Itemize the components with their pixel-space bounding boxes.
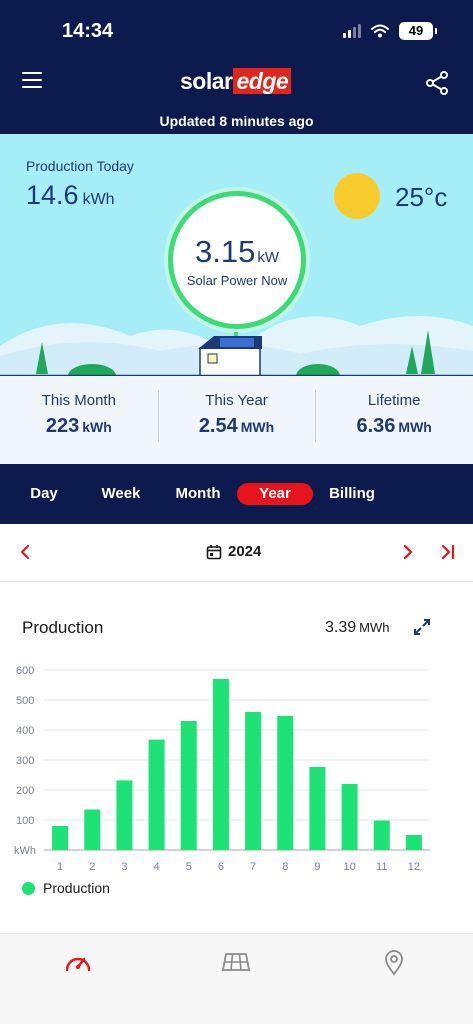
production-today-unit: kWh [82,191,115,208]
stat-number: 223 [45,415,80,437]
stat-value: 6.36 MWh [315,415,473,438]
y-tick-label: 100 [16,815,34,827]
dashboard-gauge-icon[interactable] [63,948,93,976]
x-tick-label: 10 [343,861,355,873]
stat-unit: kWh [82,419,112,435]
bottom-navigation [0,933,473,1024]
menu-button[interactable] [22,72,42,90]
stat-number: 6.36 [356,415,396,437]
power-now-value: 3.15 kW [173,234,301,270]
x-tick-label: 1 [57,861,63,873]
x-tick-label: 12 [408,861,420,873]
production-today-number: 14.6 [26,180,79,210]
status-time: 14:34 [62,20,114,42]
y-tick-label: 600 [16,665,34,677]
chart-legend[interactable]: Production [22,880,110,896]
x-tick-label: 9 [314,861,320,873]
x-tick-label: 6 [218,861,224,873]
energy-summary: This Month 223 kWh This Year 2.54 MWh Life… [0,376,473,464]
production-chart-card: Production 3.39 MWh 100 200 300 400 500 600 kWh… [0,583,473,933]
power-now-unit: kW [257,249,279,266]
chart-title: Production [22,618,104,637]
stat-number: 2.54 [198,415,238,437]
power-now-label: Solar Power Now [186,273,288,288]
cellular-signal-icon [343,24,361,38]
landscape-illustration [0,316,473,376]
bar-month-2 [84,809,101,850]
chart-total-unit: MWh [359,620,390,635]
period-year: 2024 [228,543,262,560]
y-tick-label: 400 [16,725,34,737]
solaredge-logo: solar edge [180,68,292,95]
x-tick-label: 8 [282,861,288,873]
bar-month-5 [180,721,197,850]
period-tabs: Day Week Month Year Billing [0,464,473,524]
skip-to-end-icon[interactable] [440,544,456,560]
legend-label: Production [43,880,110,896]
x-tick-label: 5 [186,861,192,873]
tab-billing[interactable]: Billing [329,485,375,502]
chevron-right-icon[interactable] [400,544,416,560]
updated-status: Updated 8 minutes ago [159,113,314,129]
app-header: 14:34 49 solar edge Updated 8 minutes ago [0,0,473,134]
stat-unit: MWh [240,419,275,435]
tab-year[interactable]: Year [237,483,313,505]
tab-week[interactable]: Week [101,485,141,502]
y-tick-label: 500 [16,695,34,707]
period-picker[interactable]: 2024 [206,543,261,560]
chevron-left-icon[interactable] [17,544,33,560]
y-tick-label: 200 [16,785,34,797]
x-tick-label: 2 [89,861,95,873]
sun-icon [334,173,380,219]
site-overview-hero: Production Today 14.6 kWh 25°c 3.15 kW Sol… [0,134,473,376]
logo-solar: solar [180,68,233,94]
y-axis-label: kWh [14,845,36,857]
chart-total: 3.39 MWh [325,619,389,637]
stat-label: Lifetime [367,392,421,409]
bar-month-6 [212,679,229,850]
stat-this-year: This Year 2.54 MWh [157,376,316,464]
temperature: 25°c [395,182,448,212]
bar-month-7 [245,712,262,850]
bar-month-10 [341,784,358,850]
bar-month-9 [309,766,326,850]
x-tick-label: 7 [250,861,256,873]
stat-value: 2.54 MWh [158,415,316,438]
chart-total-number: 3.39 [325,619,357,636]
solar-power-now-gauge[interactable]: 3.15 kW Solar Power Now [168,191,306,329]
wifi-icon [371,24,389,38]
bar-month-3 [116,780,133,850]
bar-month-12 [405,835,422,850]
bar-month-11 [373,820,390,850]
period-navigator: 2024 [0,524,473,582]
stat-lifetime: Lifetime 6.36 MWh [315,376,473,464]
production-today-label: Production Today [26,158,134,174]
production-today-value: 14.6 kWh [26,180,115,211]
solar-panel-layout-icon[interactable] [221,948,251,976]
legend-swatch [22,881,35,895]
tab-month[interactable]: Month [175,485,221,502]
x-tick-label: 3 [121,861,127,873]
stat-unit: MWh [398,419,432,435]
bar-month-1 [52,826,69,850]
status-icons: 49 [343,22,437,40]
stat-this-month: This Month 223 kWh [0,376,158,464]
y-tick-label: 300 [16,755,34,767]
stat-label: This Month [41,392,116,409]
location-pin-icon[interactable] [379,948,409,976]
share-icon[interactable] [425,70,449,96]
bar-month-4 [148,739,165,850]
x-tick-label: 4 [154,861,160,873]
bar-month-8 [277,715,294,850]
battery-indicator: 49 [399,22,437,40]
expand-icon[interactable] [413,618,431,636]
power-now-number: 3.15 [194,234,256,269]
stat-value: 223 kWh [0,415,158,438]
stat-label: This Year [205,392,268,409]
x-tick-label: 11 [376,861,387,873]
logo-edge: edge [233,68,292,94]
tab-day[interactable]: Day [30,485,58,502]
calendar-icon [206,544,222,559]
